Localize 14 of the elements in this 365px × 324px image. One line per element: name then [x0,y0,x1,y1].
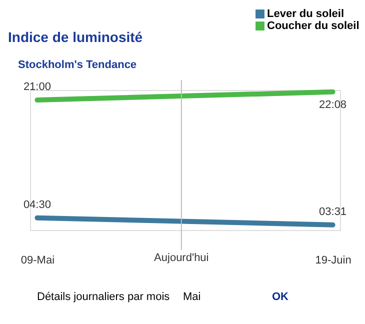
text: Mai [183,291,201,303]
data-label: 03:31 [319,206,347,218]
text: Détails journaliers par mois [37,291,170,303]
data-label: 22:08 [319,98,347,111]
legend-label: Coucher du soleil [267,20,360,32]
data-label: 21:00 [23,81,51,93]
text: OK [272,291,289,303]
chart-title: Indice de luminosité [8,29,143,45]
x-tick-label: 19-Juin [315,254,352,266]
data-label: 04:30 [23,198,51,211]
ref-line-label: Aujourd'hui [154,252,209,264]
chart-subtitle: Stockholm's Tendance [18,59,137,71]
x-tick-label: 09-Mai [20,254,55,266]
legend-label: Lever du soleil [267,8,344,20]
